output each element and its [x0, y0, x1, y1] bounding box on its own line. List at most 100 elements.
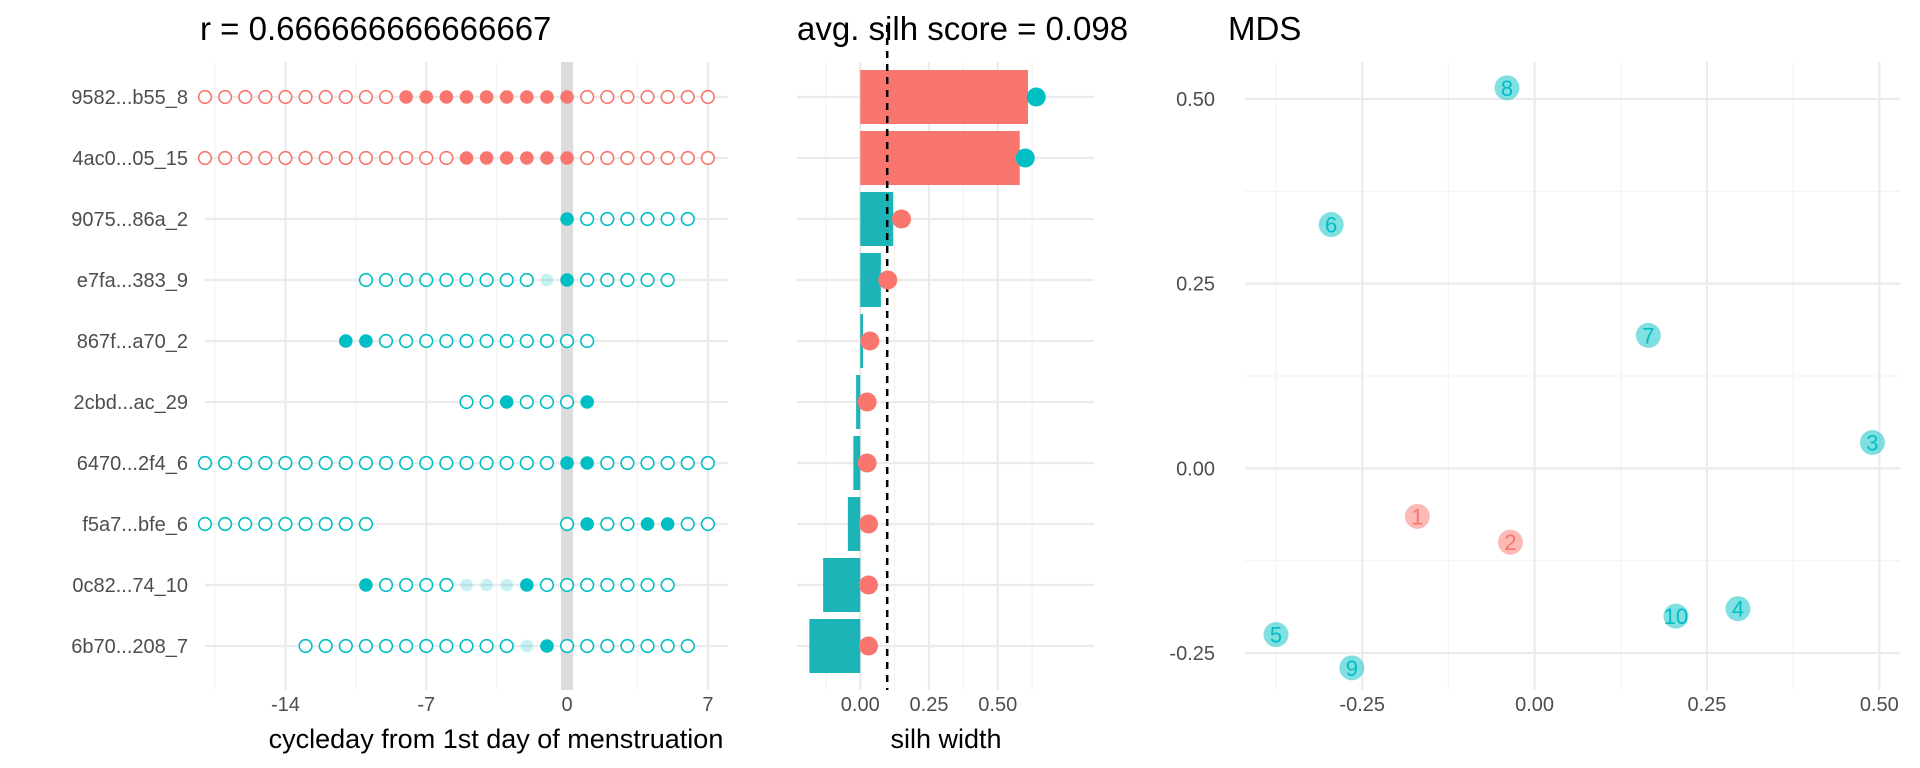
- x-tick-label: 0.50: [978, 694, 1017, 716]
- y-tick-label: 0.50: [1176, 89, 1215, 111]
- cycle-day-point: [559, 638, 575, 654]
- cycle-day-point: [318, 150, 333, 166]
- cycle-day-point: [197, 89, 213, 105]
- cycle-day-point: [620, 516, 635, 532]
- y-tick-label: 0.25: [1176, 274, 1215, 296]
- cycle-day-point: [600, 150, 615, 166]
- cycle-day-point: [539, 577, 555, 593]
- cycle-day-point: [600, 577, 615, 593]
- mds-points: 1 2 3 4 5 6 7 8 9 10: [1263, 75, 1885, 681]
- cycle-day-point: [439, 333, 454, 349]
- cycle-day-point: [439, 638, 454, 654]
- neighbor-point-4ac0-05-15: [1015, 148, 1035, 168]
- cycle-day-point: [660, 211, 675, 227]
- cycle-day-point: [218, 516, 233, 532]
- cycle-day-point: [378, 89, 394, 105]
- category-label-e7fa-383-9: e7fa...383_9: [77, 270, 188, 292]
- cycle-day-point: [680, 150, 695, 166]
- cycle-day-point: [298, 516, 313, 532]
- x-tick-label: -7: [417, 694, 435, 716]
- category-label-6b70-208-7: 6b70...208_7: [71, 636, 188, 658]
- cycle-day-point: [419, 455, 434, 471]
- cycle-day-point: [218, 150, 233, 166]
- cycle-day-point: [580, 333, 595, 349]
- cycle-day-point: [318, 638, 333, 654]
- cycle-day-point: [540, 273, 554, 287]
- cycle-day-point: [539, 455, 555, 471]
- cycle-day-point: [419, 577, 434, 593]
- cycle-day-point: [399, 90, 413, 104]
- cycle-day-point: [620, 150, 635, 166]
- cycle-day-point: [318, 455, 333, 471]
- cycle-day-point: [197, 516, 213, 532]
- cycle-day-point: [258, 455, 273, 471]
- cycle-day-point: [540, 90, 554, 104]
- cycle-day-point: [338, 516, 353, 532]
- cycle-day-point: [600, 272, 615, 288]
- category-label-f5a7-bfe-6: f5a7...bfe_6: [82, 514, 188, 536]
- cycle-day-point: [640, 638, 655, 654]
- y-tick-label: -0.25: [1169, 643, 1215, 665]
- cycle-day-point: [459, 333, 474, 349]
- cycle-day-point: [499, 272, 514, 288]
- cycle-day-point: [238, 150, 253, 166]
- x-tick-label: 0: [562, 694, 573, 716]
- cycle-day-point: [580, 577, 595, 593]
- cycle-day-point: [298, 455, 313, 471]
- neighbor-point-2cbd-ac-29: [857, 392, 877, 412]
- neighbor-point-6470-2f4-6: [857, 453, 877, 473]
- cycle-day-point: [318, 516, 333, 532]
- cycle-day-point: [399, 638, 414, 654]
- cycle-day-point: [559, 516, 575, 532]
- cycle-day-point: [298, 89, 313, 105]
- x-tick-label: -0.25: [1339, 694, 1385, 716]
- mds-title: MDS: [1228, 10, 1301, 47]
- cycle-day-point: [258, 516, 273, 532]
- cycle-day-point: [520, 639, 534, 653]
- cycle-day-point: [197, 150, 213, 166]
- mds-point-label-8: 8: [1501, 76, 1513, 101]
- cycle-day-point: [560, 273, 574, 287]
- cycle-day-point: [600, 89, 615, 105]
- cycle-day-point: [520, 578, 534, 592]
- cycle-day-point: [258, 150, 273, 166]
- cycle-day-point: [520, 90, 534, 104]
- cycle-day-point: [378, 272, 394, 288]
- mds-point-4: [1725, 596, 1751, 622]
- cycle-day-point: [499, 333, 514, 349]
- category-label-6470-2f4-6: 6470...2f4_6: [77, 453, 188, 475]
- cycle-day-point: [218, 455, 233, 471]
- cycle-dots-x-axis-title: cycleday from 1st day of menstruation: [269, 724, 724, 754]
- cycle-day-point: [479, 638, 494, 654]
- silhouette-bar-9582-b55-8: [860, 70, 1028, 124]
- cycle-day-point: [700, 455, 715, 471]
- cycle-day-point: [660, 150, 675, 166]
- mds-point-label-10: 10: [1664, 604, 1688, 629]
- cycle-day-point: [620, 89, 635, 105]
- cycle-day-point: [378, 638, 394, 654]
- cycle-day-point: [580, 211, 595, 227]
- cycle-day-point: [620, 211, 635, 227]
- cycle-day-point: [600, 516, 615, 532]
- cycle-day-point: [238, 516, 253, 532]
- x-tick-label: 0.00: [1515, 694, 1554, 716]
- silhouette-x-ticks: 0.00 0.25 0.50: [841, 694, 1017, 716]
- cycle-day-point: [479, 394, 494, 410]
- cycle-day-point: [559, 333, 575, 349]
- cycle-day-point: [419, 272, 434, 288]
- silhouette-bar-6470-2f4-6: [853, 436, 861, 490]
- cycle-day-point: [459, 455, 474, 471]
- mds-point-10: [1663, 603, 1689, 629]
- cycle-day-point: [399, 150, 414, 166]
- cycle-day-point: [378, 577, 394, 593]
- cycle-day-point: [560, 90, 574, 104]
- cycle-day-point: [519, 394, 534, 410]
- cycle-day-point: [560, 212, 574, 226]
- cycle-day-point: [479, 90, 494, 104]
- cycle-day-point: [479, 333, 494, 349]
- cycle-dots-marks: [197, 89, 715, 654]
- mds-grid: [1245, 62, 1900, 690]
- x-tick-label: -14: [271, 694, 300, 716]
- mds-point-7: [1635, 322, 1661, 348]
- cycle-day-point: [680, 211, 695, 227]
